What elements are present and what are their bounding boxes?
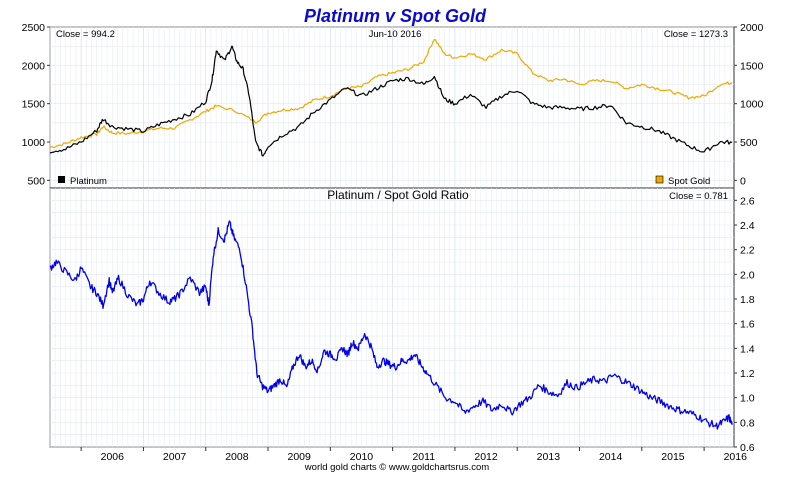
- x-axis-tick-label: 2009: [288, 451, 312, 463]
- top-panel-grid: [49, 26, 734, 188]
- ratio-title: Platinum / Spot Gold Ratio: [327, 188, 469, 202]
- right-axis-tick-label: 1000: [740, 99, 764, 111]
- ratio-close-label: Close = 0.781: [669, 191, 728, 202]
- right-axis-tick-label: 2000: [740, 22, 764, 34]
- bottom-panel-axes: 0.6 0.8 1.0 1.2 1.4 1.6 1.8 2.0 2.2 2.4 2.6: [734, 195, 755, 454]
- right-axis-tick-label: 1500: [740, 60, 764, 72]
- date-label: Jun-10 2016: [369, 29, 422, 40]
- legend-swatch-platinum: [58, 176, 65, 183]
- series-line-spot-gold: [49, 38, 733, 149]
- ratio-axis-tick-label: 2.2: [740, 245, 755, 257]
- x-axis-tick-label: 2016: [724, 451, 748, 463]
- x-axis-tick-label: 2008: [225, 451, 249, 463]
- left-axis-tick-label: 1000: [22, 137, 46, 149]
- ratio-axis-tick-label: 0.6: [740, 442, 755, 454]
- left-axis-tick-label: 1500: [22, 99, 46, 111]
- ratio-axis-tick-label: 0.8: [740, 417, 755, 429]
- ratio-axis-tick-label: 1.4: [740, 343, 755, 355]
- bottom-panel-series: [49, 220, 733, 430]
- right-axis-tick-label: 0: [740, 175, 746, 187]
- series-line-platinum: [49, 45, 733, 157]
- series-line-ratio: [49, 220, 733, 430]
- close-left-label: Close = 994.2: [56, 29, 115, 40]
- chart-title: Platinum v Spot Gold: [304, 6, 487, 26]
- close-right-label: Close = 1273.3: [664, 29, 728, 40]
- x-axis-tick-label: 2007: [163, 451, 187, 463]
- ratio-axis-tick-label: 2.4: [740, 220, 755, 232]
- ratio-axis-tick-label: 1.2: [740, 368, 755, 380]
- x-axis-tick-label: 2006: [101, 451, 125, 463]
- x-axis-tick-label: 2015: [661, 451, 685, 463]
- legend-label-spot-gold: Spot Gold: [668, 176, 710, 187]
- ratio-axis-tick-label: 2.6: [740, 195, 755, 207]
- x-axis-tick-label: 2010: [350, 451, 374, 463]
- top-panel-series: [49, 38, 733, 157]
- ratio-axis-tick-label: 2.0: [740, 269, 755, 281]
- footer-credit: world gold charts © www.goldchartsrus.co…: [304, 462, 489, 473]
- x-axis-tick-label: 2014: [599, 451, 623, 463]
- x-axis-tick-label: 2013: [537, 451, 561, 463]
- left-axis-tick-label: 2500: [22, 22, 46, 34]
- ratio-axis-tick-label: 1.0: [740, 393, 755, 405]
- x-axis: 2006 2007 2008 2009 2010 2011 2012 2013 2014 2015…: [80, 447, 748, 463]
- x-axis-tick-label: 2012: [474, 451, 498, 463]
- right-axis-tick-label: 500: [740, 137, 758, 149]
- bottom-panel-grid: [49, 188, 734, 448]
- top-panel-axes: 500 1000 1500 2000 2500 0 500 1000 1500 2000: [22, 22, 764, 187]
- x-axis-tick-label: 2011: [412, 451, 435, 463]
- left-axis-tick-label: 500: [27, 175, 45, 187]
- left-axis-tick-label: 2000: [22, 60, 46, 72]
- ratio-axis-tick-label: 1.8: [740, 294, 755, 306]
- ratio-axis-tick-label: 1.6: [740, 319, 755, 331]
- legend-label-platinum: Platinum: [70, 176, 107, 187]
- legend-swatch-spot-gold: [655, 175, 664, 184]
